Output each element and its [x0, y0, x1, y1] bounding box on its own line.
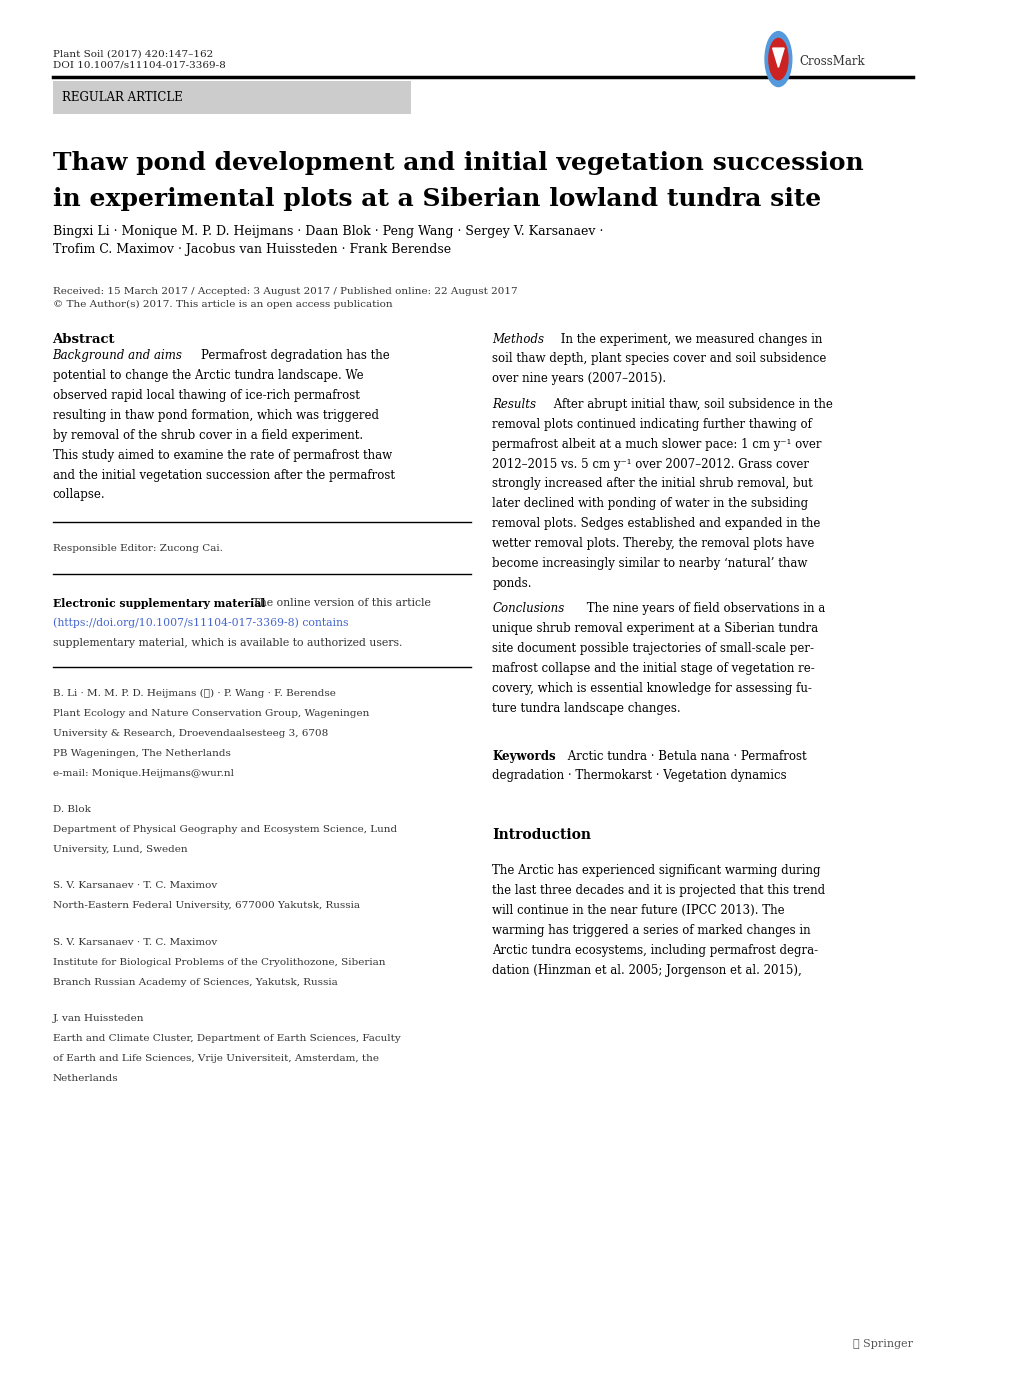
Text: Methods: Methods [492, 333, 544, 345]
Text: unique shrub removal experiment at a Siberian tundra: unique shrub removal experiment at a Sib… [492, 622, 818, 635]
Text: Department of Physical Geography and Ecosystem Science, Lund: Department of Physical Geography and Eco… [53, 826, 396, 834]
Text: Arctic tundra · Betula nana · Permafrost: Arctic tundra · Betula nana · Permafrost [564, 750, 806, 763]
Text: CrossMark: CrossMark [799, 55, 864, 67]
Text: by removal of the shrub cover in a field experiment.: by removal of the shrub cover in a field… [53, 429, 363, 441]
Text: covery, which is essential knowledge for assessing fu-: covery, which is essential knowledge for… [492, 683, 811, 695]
Text: removal plots continued indicating further thawing of: removal plots continued indicating furth… [492, 418, 811, 430]
Text: Netherlands: Netherlands [53, 1074, 118, 1083]
Text: wetter removal plots. Thereby, the removal plots have: wetter removal plots. Thereby, the remov… [492, 537, 814, 550]
Text: and the initial vegetation succession after the permafrost: and the initial vegetation succession af… [53, 469, 394, 481]
Text: Trofim C. Maximov · Jacobus van Huissteden · Frank Berendse: Trofim C. Maximov · Jacobus van Huissted… [53, 243, 450, 256]
Text: Responsible Editor: Zucong Cai.: Responsible Editor: Zucong Cai. [53, 544, 222, 554]
Text: collapse.: collapse. [53, 489, 105, 502]
Text: Branch Russian Academy of Sciences, Yakutsk, Russia: Branch Russian Academy of Sciences, Yaku… [53, 978, 337, 987]
Text: REGULAR ARTICLE: REGULAR ARTICLE [62, 91, 182, 104]
Text: After abrupt initial thaw, soil subsidence in the: After abrupt initial thaw, soil subsiden… [549, 398, 832, 411]
Text: mafrost collapse and the initial stage of vegetation re-: mafrost collapse and the initial stage o… [492, 662, 814, 675]
Polygon shape [772, 48, 784, 67]
Text: will continue in the near future (IPCC 2013). The: will continue in the near future (IPCC 2… [492, 904, 785, 916]
Text: DOI 10.1007/s11104-017-3369-8: DOI 10.1007/s11104-017-3369-8 [53, 60, 225, 70]
Text: site document possible trajectories of small-scale per-: site document possible trajectories of s… [492, 643, 814, 655]
Text: the last three decades and it is projected that this trend: the last three decades and it is project… [492, 885, 824, 897]
Text: Permafrost degradation has the: Permafrost degradation has the [201, 349, 389, 361]
Text: Bingxi Li · Monique M. P. D. Heijmans · Daan Blok · Peng Wang · Sergey V. Karsan: Bingxi Li · Monique M. P. D. Heijmans · … [53, 225, 602, 238]
Text: S. V. Karsanaev · T. C. Maximov: S. V. Karsanaev · T. C. Maximov [53, 938, 217, 947]
Text: supplementary material, which is available to authorized users.: supplementary material, which is availab… [53, 638, 401, 647]
Text: warming has triggered a series of marked changes in: warming has triggered a series of marked… [492, 925, 810, 937]
Text: ture tundra landscape changes.: ture tundra landscape changes. [492, 702, 681, 714]
Text: Arctic tundra ecosystems, including permafrost degra-: Arctic tundra ecosystems, including perm… [492, 944, 818, 956]
Text: University & Research, Droevendaalsesteeg 3, 6708: University & Research, Droevendaalsestee… [53, 730, 327, 738]
Text: Keywords: Keywords [492, 750, 555, 763]
Text: The nine years of field observations in a: The nine years of field observations in … [583, 603, 824, 616]
Text: Abstract: Abstract [53, 333, 115, 345]
Text: University, Lund, Sweden: University, Lund, Sweden [53, 845, 187, 855]
Text: potential to change the Arctic tundra landscape. We: potential to change the Arctic tundra la… [53, 370, 363, 382]
Text: Electronic supplementary material: Electronic supplementary material [53, 598, 265, 609]
Text: removal plots. Sedges established and expanded in the: removal plots. Sedges established and ex… [492, 517, 820, 530]
Ellipse shape [764, 32, 791, 87]
Text: soil thaw depth, plant species cover and soil subsidence: soil thaw depth, plant species cover and… [492, 353, 826, 365]
Text: PB Wageningen, The Netherlands: PB Wageningen, The Netherlands [53, 749, 230, 758]
Text: B. Li · M. M. P. D. Heijmans (✉) · P. Wang · F. Berendse: B. Li · M. M. P. D. Heijmans (✉) · P. Wa… [53, 690, 335, 698]
Text: The Arctic has experienced significant warming during: The Arctic has experienced significant w… [492, 864, 820, 877]
Text: become increasingly similar to nearby ‘natural’ thaw: become increasingly similar to nearby ‘n… [492, 558, 807, 570]
Text: Institute for Biological Problems of the Cryolithozone, Siberian: Institute for Biological Problems of the… [53, 958, 385, 967]
Text: Received: 15 March 2017 / Accepted: 3 August 2017 / Published online: 22 August : Received: 15 March 2017 / Accepted: 3 Au… [53, 287, 517, 297]
Text: Plant Ecology and Nature Conservation Group, Wageningen: Plant Ecology and Nature Conservation Gr… [53, 709, 369, 719]
Text: S. V. Karsanaev · T. C. Maximov: S. V. Karsanaev · T. C. Maximov [53, 882, 217, 890]
Text: ☉ Springer: ☉ Springer [853, 1340, 912, 1349]
Text: Background and aims: Background and aims [53, 349, 182, 361]
Text: Conclusions: Conclusions [492, 603, 565, 616]
Text: observed rapid local thawing of ice-rich permafrost: observed rapid local thawing of ice-rich… [53, 389, 359, 401]
Text: Thaw pond development and initial vegetation succession: Thaw pond development and initial vegeta… [53, 151, 862, 174]
Text: North-Eastern Federal University, 677000 Yakutsk, Russia: North-Eastern Federal University, 677000… [53, 901, 360, 911]
Text: e-mail: Monique.Heijmans@wur.nl: e-mail: Monique.Heijmans@wur.nl [53, 769, 233, 778]
Text: degradation · Thermokarst · Vegetation dynamics: degradation · Thermokarst · Vegetation d… [492, 769, 787, 782]
Text: Plant Soil (2017) 420:147–162: Plant Soil (2017) 420:147–162 [53, 49, 213, 59]
Text: of Earth and Life Sciences, Vrije Universiteit, Amsterdam, the: of Earth and Life Sciences, Vrije Univer… [53, 1054, 378, 1063]
Text: In the experiment, we measured changes in: In the experiment, we measured changes i… [556, 333, 821, 345]
Text: permafrost albeit at a much slower pace: 1 cm y⁻¹ over: permafrost albeit at a much slower pace:… [492, 438, 821, 451]
Text: strongly increased after the initial shrub removal, but: strongly increased after the initial shr… [492, 478, 812, 491]
Text: dation (Hinzman et al. 2005; Jorgenson et al. 2015),: dation (Hinzman et al. 2005; Jorgenson e… [492, 965, 802, 977]
FancyBboxPatch shape [53, 81, 411, 114]
Text: © The Author(s) 2017. This article is an open access publication: © The Author(s) 2017. This article is an… [53, 300, 392, 309]
Text: Introduction: Introduction [492, 829, 591, 842]
Text: ponds.: ponds. [492, 577, 532, 589]
Text: J. van Huissteden: J. van Huissteden [53, 1014, 144, 1024]
Text: resulting in thaw pond formation, which was triggered: resulting in thaw pond formation, which … [53, 409, 378, 422]
Text: later declined with ponding of water in the subsiding: later declined with ponding of water in … [492, 497, 808, 510]
Ellipse shape [768, 38, 788, 80]
Text: 2012–2015 vs. 5 cm y⁻¹ over 2007–2012. Grass cover: 2012–2015 vs. 5 cm y⁻¹ over 2007–2012. G… [492, 458, 809, 470]
Text: in experimental plots at a Siberian lowland tundra site: in experimental plots at a Siberian lowl… [53, 187, 820, 210]
Text: (https://doi.org/10.1007/s11104-017-3369-8) contains: (https://doi.org/10.1007/s11104-017-3369… [53, 618, 347, 628]
Text: D. Blok: D. Blok [53, 805, 91, 815]
Text: Earth and Climate Cluster, Department of Earth Sciences, Faculty: Earth and Climate Cluster, Department of… [53, 1035, 399, 1043]
Text: Results: Results [492, 398, 536, 411]
Text: This study aimed to examine the rate of permafrost thaw: This study aimed to examine the rate of … [53, 449, 391, 462]
Text: over nine years (2007–2015).: over nine years (2007–2015). [492, 372, 666, 385]
Text: The online version of this article: The online version of this article [249, 598, 430, 607]
